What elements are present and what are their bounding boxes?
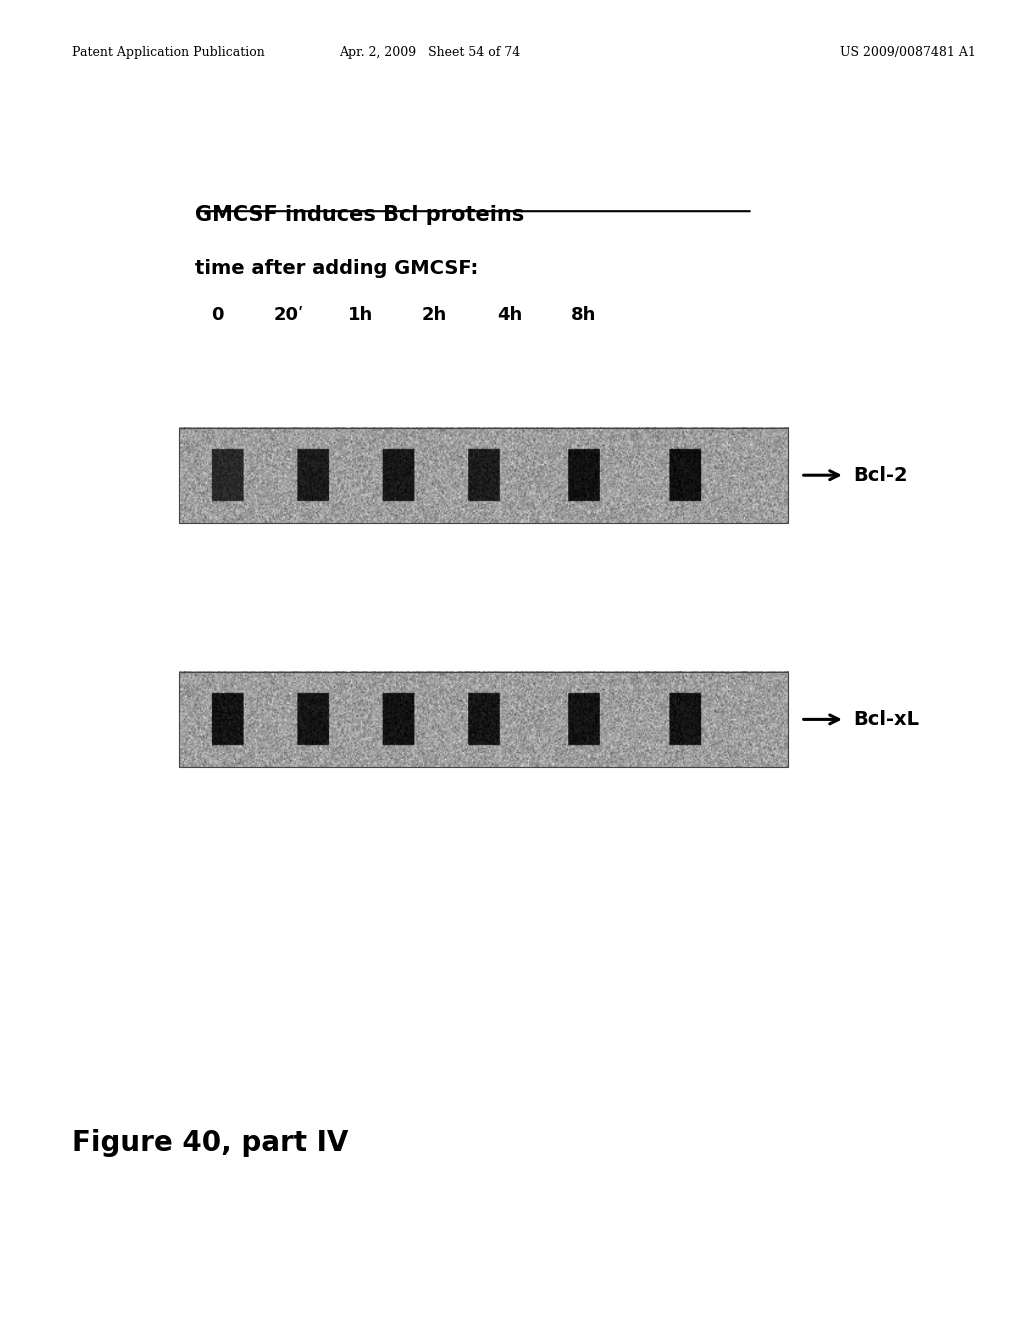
Text: Bcl-2: Bcl-2 xyxy=(853,466,907,484)
Text: 8h: 8h xyxy=(571,306,596,325)
Text: 2h: 2h xyxy=(422,306,446,325)
Text: US 2009/0087481 A1: US 2009/0087481 A1 xyxy=(840,46,976,59)
Text: 4h: 4h xyxy=(498,306,522,325)
Text: 0: 0 xyxy=(211,306,223,325)
Text: Patent Application Publication: Patent Application Publication xyxy=(72,46,264,59)
Text: 20ʹ: 20ʹ xyxy=(273,306,304,325)
Text: GMCSF induces Bcl proteins: GMCSF induces Bcl proteins xyxy=(195,205,524,224)
Text: time after adding GMCSF:: time after adding GMCSF: xyxy=(195,259,478,277)
Text: Figure 40, part IV: Figure 40, part IV xyxy=(72,1129,348,1156)
Text: Bcl-xL: Bcl-xL xyxy=(853,710,919,729)
Bar xyxy=(179,428,788,523)
Text: 1h: 1h xyxy=(348,306,373,325)
Text: Apr. 2, 2009   Sheet 54 of 74: Apr. 2, 2009 Sheet 54 of 74 xyxy=(339,46,521,59)
Bar xyxy=(179,672,788,767)
